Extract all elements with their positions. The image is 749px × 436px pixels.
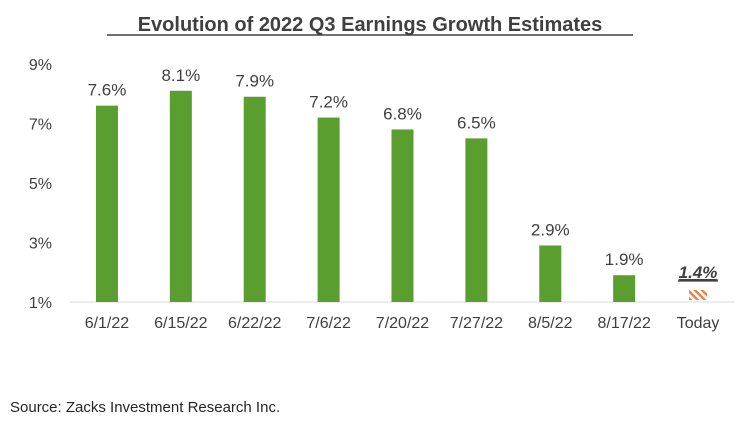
x-tick-label: 8/5/22 xyxy=(528,315,573,332)
data-label: 8.1% xyxy=(161,66,200,85)
data-label: 1.9% xyxy=(605,250,644,269)
bar xyxy=(243,96,266,302)
bar xyxy=(317,117,340,302)
bar xyxy=(391,129,414,302)
data-label: 7.6% xyxy=(88,81,127,100)
x-tick-label: 8/17/22 xyxy=(597,315,650,332)
y-tick-label: 9% xyxy=(29,57,52,74)
source-note: Source: Zacks Investment Research Inc. xyxy=(10,399,280,416)
bar-today xyxy=(689,290,708,300)
x-tick-label: 7/27/22 xyxy=(450,315,503,332)
bar xyxy=(169,90,192,303)
bar xyxy=(95,105,118,303)
data-label: 6.5% xyxy=(457,113,496,132)
y-axis-tick-labels: 1% 3% 5% 7% 9% xyxy=(29,57,52,312)
x-tick-label: Today xyxy=(677,315,720,332)
data-label-today: 1.4% xyxy=(679,263,718,282)
x-tick-label: 7/6/22 xyxy=(306,315,351,332)
y-tick-label: 7% xyxy=(29,117,52,134)
bar xyxy=(539,245,562,302)
y-tick-label: 5% xyxy=(29,176,52,193)
y-tick-label: 3% xyxy=(29,236,52,253)
data-label: 7.2% xyxy=(309,93,348,112)
x-tick-label: 6/15/22 xyxy=(154,315,207,332)
x-tick-label: 7/20/22 xyxy=(376,315,429,332)
data-label: 2.9% xyxy=(531,220,570,239)
data-label: 6.8% xyxy=(383,104,422,123)
y-tick-label: 1% xyxy=(29,295,52,312)
bar xyxy=(465,138,488,302)
x-axis-tick-labels: 6/1/22 6/15/22 6/22/22 7/6/22 7/20/22 7/27/22… xyxy=(85,315,720,332)
bar xyxy=(613,275,636,302)
bar-series xyxy=(95,90,708,303)
x-tick-label: 6/22/22 xyxy=(228,315,281,332)
chart-title: Evolution of 2022 Q3 Earnings Growth Est… xyxy=(138,14,603,36)
x-tick-label: 6/1/22 xyxy=(85,315,130,332)
data-label: 7.9% xyxy=(235,72,274,91)
data-labels: 7.6% 8.1% 7.9% 7.2% 6.8% 6.5% 2.9% 1.9% 1.4% xyxy=(88,66,719,282)
